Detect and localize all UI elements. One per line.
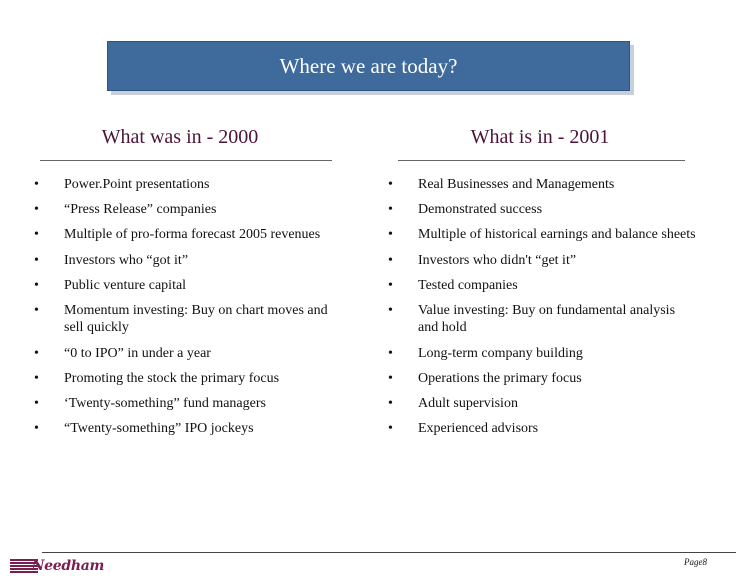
list-item: • Momentum investing: Buy on chart moves … [34, 302, 349, 336]
list-item: • Power.Point presentations [34, 176, 334, 193]
list-item-text: Demonstrated success [418, 202, 543, 217]
list-item: • ‘Twenty-something” fund managers [34, 395, 334, 412]
list-item: • Demonstrated success [388, 201, 688, 218]
list-item: • “0 to IPO” in under a year [34, 345, 334, 362]
bullet-icon: • [388, 177, 393, 192]
left-column-heading: What was in - 2000 [101, 126, 259, 148]
list-item: • Real Businesses and Managements [388, 176, 688, 193]
bullet-icon: • [388, 202, 393, 217]
list-item: • Multiple of historical earnings and bal… [388, 226, 708, 243]
list-item: • “Press Release” companies [34, 201, 334, 218]
bullet-icon: • [388, 278, 393, 293]
list-item: • Public venture capital [34, 277, 334, 294]
list-item: • Promoting the stock the primary focus [34, 370, 334, 387]
list-item-text: Long-term company building [418, 346, 583, 361]
bullet-icon: • [34, 396, 39, 411]
list-item: • Operations the primary focus [388, 370, 688, 387]
list-item-text: Multiple of historical earnings and bala… [418, 227, 696, 242]
bullet-icon: • [388, 421, 393, 436]
bullet-icon: • [388, 346, 393, 361]
bullet-icon: • [388, 227, 393, 242]
bullet-icon: • [388, 303, 393, 318]
slide-title-text: Where we are today? [279, 53, 458, 78]
list-item: • Multiple of pro-forma forecast 2005 rev… [34, 226, 324, 243]
list-item: • Experienced advisors [388, 420, 688, 437]
right-heading-rule [398, 160, 685, 161]
bullet-icon: • [34, 278, 39, 293]
list-item-text: Adult supervision [418, 396, 518, 411]
right-column-heading: What is in - 2001 [470, 126, 610, 148]
slide-title: Where we are today? [107, 41, 630, 91]
list-item-text: Tested companies [418, 278, 518, 293]
left-heading-rule [40, 160, 332, 161]
bullet-icon: • [34, 202, 39, 217]
list-item-text: ‘Twenty-something” fund managers [64, 396, 266, 411]
list-item-text: Value investing: Buy on fundamental anal… [418, 303, 676, 335]
bullet-icon: • [388, 253, 393, 268]
logo-stripe-mark [10, 559, 38, 573]
list-item-text: “Press Release” companies [64, 202, 217, 217]
list-item-text: Momentum investing: Buy on chart moves a… [64, 303, 328, 335]
list-item: • Tested companies [388, 277, 688, 294]
list-item: • Investors who didn't “get it” [388, 252, 688, 269]
bullet-icon: • [34, 253, 39, 268]
bullet-icon: • [34, 227, 39, 242]
list-item-text: Experienced advisors [418, 421, 539, 436]
list-item: • Investors who “got it” [34, 252, 334, 269]
page-number: Page8 [684, 557, 707, 567]
list-item: • “Twenty-something” IPO jockeys [34, 420, 334, 437]
list-item: • Value investing: Buy on fundamental ana… [388, 302, 698, 336]
left-bullet-list: • Power.Point presentations • “Press Relea… [34, 176, 334, 437]
needham-logo: Needham [10, 557, 104, 575]
bullet-icon: • [34, 346, 39, 361]
list-item-text: Promoting the stock the primary focus [64, 371, 280, 386]
list-item-text: Real Businesses and Managements [418, 177, 615, 192]
list-item-text: Public venture capital [64, 278, 187, 293]
list-item-text: Investors who “got it” [64, 253, 189, 268]
list-item-text: “0 to IPO” in under a year [64, 346, 211, 361]
list-item: • Adult supervision [388, 395, 688, 412]
list-item-text: Operations the primary focus [418, 371, 582, 386]
list-item-text: Multiple of pro-forma forecast 2005 reve… [64, 227, 321, 242]
bullet-icon: • [34, 371, 39, 386]
bullet-icon: • [388, 371, 393, 386]
list-item-text: Investors who didn't “get it” [418, 253, 577, 268]
list-item-text: Power.Point presentations [64, 177, 210, 192]
list-item-text: “Twenty-something” IPO jockeys [64, 421, 254, 436]
footer-rule [42, 552, 736, 553]
bullet-icon: • [34, 177, 39, 192]
logo-text: Needham [31, 558, 105, 574]
bullet-icon: • [34, 421, 39, 436]
bullet-icon: • [34, 303, 39, 318]
bullet-icon: • [388, 396, 393, 411]
list-item: • Long-term company building [388, 345, 688, 362]
right-bullet-list: • Real Businesses and Managements • Demons… [388, 176, 696, 437]
